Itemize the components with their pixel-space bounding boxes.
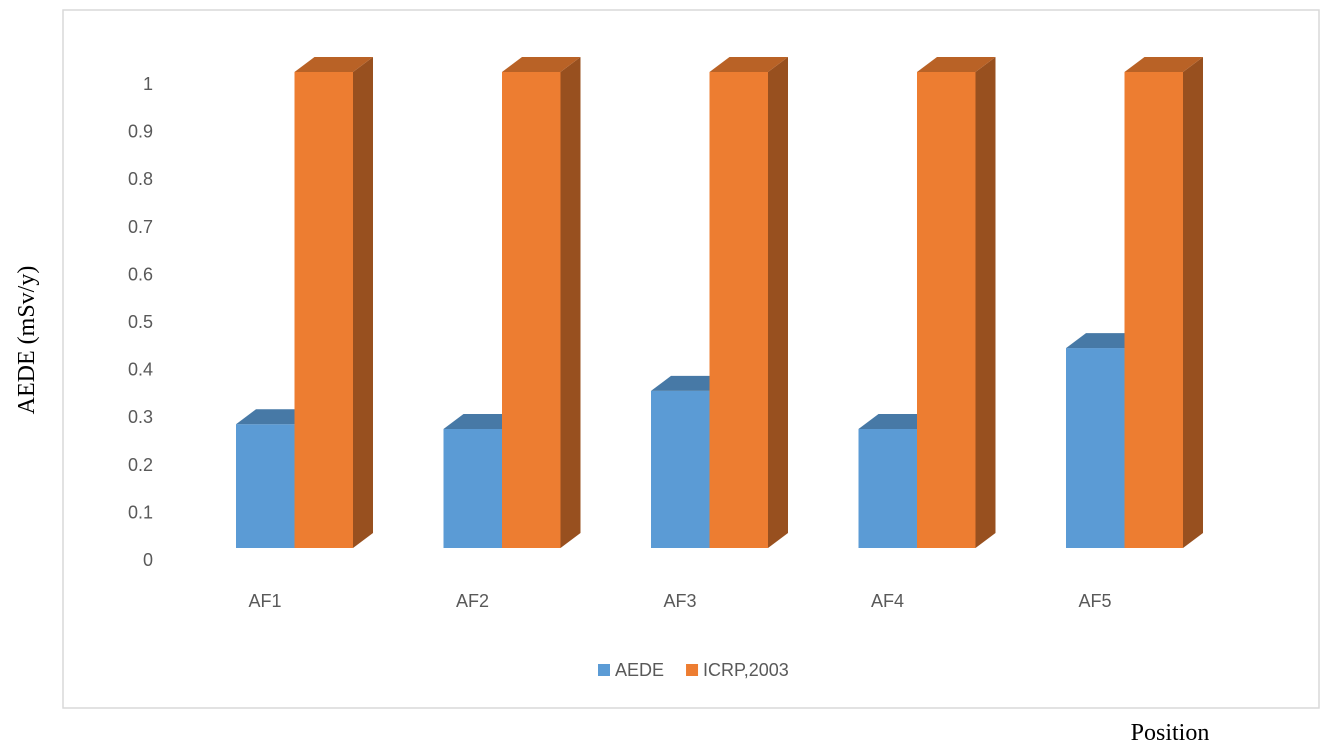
bar-front — [917, 72, 976, 548]
bar-front — [651, 390, 710, 548]
bar-front — [858, 429, 917, 548]
bar-front — [502, 72, 561, 548]
y-tick-label: 0.9 — [128, 122, 153, 142]
x-axis-title: Position — [1131, 720, 1210, 746]
bar-front — [1124, 72, 1183, 548]
x-tick-label: AF5 — [1078, 591, 1111, 611]
x-tick-label: AF3 — [663, 591, 696, 611]
y-axis-title: AEDE (mSv/y) — [14, 266, 40, 415]
legend-swatch — [686, 664, 699, 676]
bars — [236, 57, 1203, 548]
bar — [709, 57, 788, 548]
y-tick-label: 0.6 — [128, 264, 153, 284]
y-tick-label: 0.7 — [128, 217, 153, 237]
bar-side — [353, 57, 373, 548]
bar-front — [236, 424, 295, 548]
bar — [1124, 57, 1203, 548]
bar-front — [443, 429, 502, 548]
y-tick-label: 1 — [143, 74, 153, 94]
y-tick-label: 0.3 — [128, 407, 153, 427]
x-tick-label: AF2 — [456, 591, 489, 611]
y-tick-label: 0.1 — [128, 502, 153, 522]
bar-side — [560, 57, 581, 548]
bar — [502, 57, 581, 548]
bar — [917, 57, 996, 548]
bar-top — [709, 57, 788, 72]
legend-label: AEDE — [615, 660, 664, 680]
y-tick-label: 0.4 — [128, 360, 153, 380]
y-tick-label: 0.8 — [128, 169, 153, 189]
x-axis-ticks: AF1 AF2 AF3 AF4 AF5 — [248, 591, 1111, 611]
legend-item: AEDE — [598, 660, 664, 680]
bar-side — [1183, 57, 1203, 548]
legend-item: ICRP,2003 — [686, 660, 789, 680]
bar-top — [294, 57, 373, 72]
bar-side — [768, 57, 788, 548]
bar-front — [709, 72, 768, 548]
y-tick-label: 0.5 — [128, 312, 153, 332]
bar-top — [917, 57, 996, 72]
legend-label: ICRP,2003 — [703, 660, 789, 680]
bar-top — [1124, 57, 1203, 72]
bar-side — [975, 57, 996, 548]
y-axis-ticks: 0 0.1 0.2 0.3 0.4 0.5 0.6 0.7 0.8 0.9 1 — [128, 74, 153, 570]
x-tick-label: AF1 — [248, 591, 281, 611]
bar — [294, 57, 373, 548]
legend-swatch — [598, 664, 610, 676]
bar-top — [502, 57, 581, 72]
bar-front — [1066, 348, 1125, 548]
x-tick-label: AF4 — [871, 591, 904, 611]
bar-front — [294, 72, 353, 548]
y-tick-label: 0 — [143, 550, 153, 570]
legend: AEDE ICRP,2003 — [598, 660, 789, 680]
y-tick-label: 0.2 — [128, 455, 153, 475]
